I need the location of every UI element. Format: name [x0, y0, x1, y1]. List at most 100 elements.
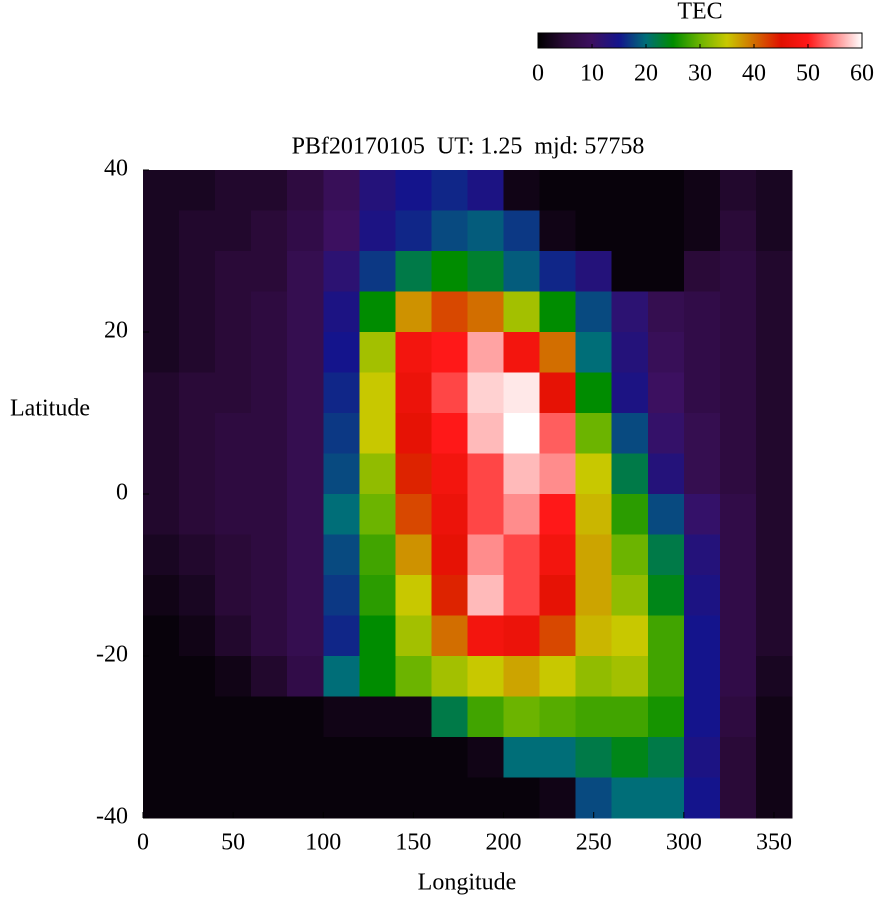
heatmap-cell: [503, 777, 541, 819]
heatmap-cell: [215, 575, 252, 616]
heatmap-cell: [611, 575, 649, 616]
heatmap-cell: [683, 777, 721, 819]
heatmap-cell: [287, 453, 324, 495]
heatmap-cell: [359, 453, 396, 495]
heatmap-cell: [503, 615, 541, 657]
heatmap-cell: [287, 534, 324, 576]
heatmap-cell: [647, 210, 685, 252]
heatmap-cell: [539, 291, 577, 333]
heatmap-cell: [431, 413, 468, 454]
heatmap-cell: [431, 494, 468, 535]
heatmap-cell: [395, 656, 432, 697]
heatmap-cell: [503, 656, 541, 697]
heatmap-cell: [575, 170, 613, 211]
heatmap-cell: [395, 372, 432, 414]
heatmap-cell: [467, 534, 505, 576]
heatmap-cell: [539, 210, 577, 252]
heatmap-cell: [215, 494, 252, 535]
heatmap-cell: [755, 453, 793, 495]
y-axis-label: Latitude: [10, 396, 90, 422]
heatmap-cell: [143, 170, 180, 211]
heatmap-cell: [467, 170, 505, 211]
heatmap-cell: [287, 615, 324, 657]
heatmap-cell: [287, 777, 324, 819]
heatmap-cell: [359, 372, 396, 414]
heatmap-cell: [323, 575, 360, 616]
heatmap-cell: [431, 251, 468, 292]
x-tick-label: 350: [756, 830, 792, 856]
heatmap-cell: [755, 656, 793, 697]
heatmap-cell: [647, 737, 685, 778]
heatmap-cell: [467, 453, 505, 495]
heatmap-cell: [143, 696, 180, 738]
heatmap-cell: [611, 777, 649, 819]
heatmap-cell: [467, 251, 505, 292]
heatmap-cell: [719, 534, 757, 576]
heatmap-cell: [215, 413, 252, 454]
heatmap-cell: [611, 615, 649, 657]
heatmap-cell: [539, 656, 577, 697]
heatmap-cell: [611, 291, 649, 333]
heatmap-cell: [539, 372, 577, 414]
heatmap-cell: [467, 413, 505, 454]
heatmap-cell: [467, 494, 505, 535]
colorbar-tick-label: 0: [532, 61, 544, 87]
heatmap-cell: [323, 332, 360, 373]
heatmap-cell: [719, 656, 757, 697]
heatmap-cell: [719, 170, 757, 211]
heatmap-cell: [323, 656, 360, 697]
heatmap-cell: [323, 494, 360, 535]
heatmap-cell: [683, 210, 721, 252]
x-tick-label: 250: [576, 830, 612, 856]
heatmap-cell: [647, 170, 685, 211]
heatmap-cell: [251, 534, 288, 576]
heatmap-cell: [323, 413, 360, 454]
heatmap-cell: [755, 372, 793, 414]
heatmap-cell: [359, 575, 396, 616]
heatmap-cell: [575, 575, 613, 616]
heatmap-cell: [539, 696, 577, 738]
heatmap-cell: [755, 494, 793, 535]
heatmap-cell: [395, 170, 432, 211]
heatmap-cell: [575, 696, 613, 738]
heatmap-cell: [683, 615, 721, 657]
heatmap-cell: [359, 534, 396, 576]
heatmap-cell: [395, 251, 432, 292]
heatmap-cell: [719, 494, 757, 535]
heatmap-cell: [215, 372, 252, 414]
heatmap-cell: [431, 170, 468, 211]
heatmap-cell: [431, 615, 468, 657]
heatmap-cell: [539, 494, 577, 535]
heatmap-cell: [179, 210, 216, 252]
heatmap-cell: [179, 575, 216, 616]
heatmap-cell: [467, 777, 505, 819]
heatmap-cell: [503, 413, 541, 454]
heatmap-cell: [143, 534, 180, 576]
x-tick-label: 150: [395, 830, 431, 856]
heatmap-cell: [611, 251, 649, 292]
heatmap-cell: [251, 251, 288, 292]
heatmap-cell: [287, 413, 324, 454]
y-tick-label: 0: [116, 480, 128, 506]
heatmap-cell: [323, 453, 360, 495]
x-tick-label: 300: [666, 830, 702, 856]
heatmap-cell: [611, 737, 649, 778]
heatmap-cell: [251, 413, 288, 454]
heatmap-cell: [215, 210, 252, 252]
x-axis-label: Longitude: [418, 870, 517, 896]
heatmap-cell: [179, 413, 216, 454]
heatmap-cell: [431, 291, 468, 333]
heatmap-cell: [359, 494, 396, 535]
heatmap-cell: [683, 534, 721, 576]
heatmap-cell: [359, 737, 396, 778]
heatmap-cell: [215, 777, 252, 819]
heatmap-cell: [683, 332, 721, 373]
heatmap-cell: [611, 332, 649, 373]
heatmap-cell: [611, 210, 649, 252]
heatmap-cell: [431, 453, 468, 495]
heatmap-cell: [503, 170, 541, 211]
heatmap-cell: [359, 656, 396, 697]
heatmap-cell: [215, 170, 252, 211]
heatmap-cell: [287, 737, 324, 778]
heatmap-cell: [467, 332, 505, 373]
